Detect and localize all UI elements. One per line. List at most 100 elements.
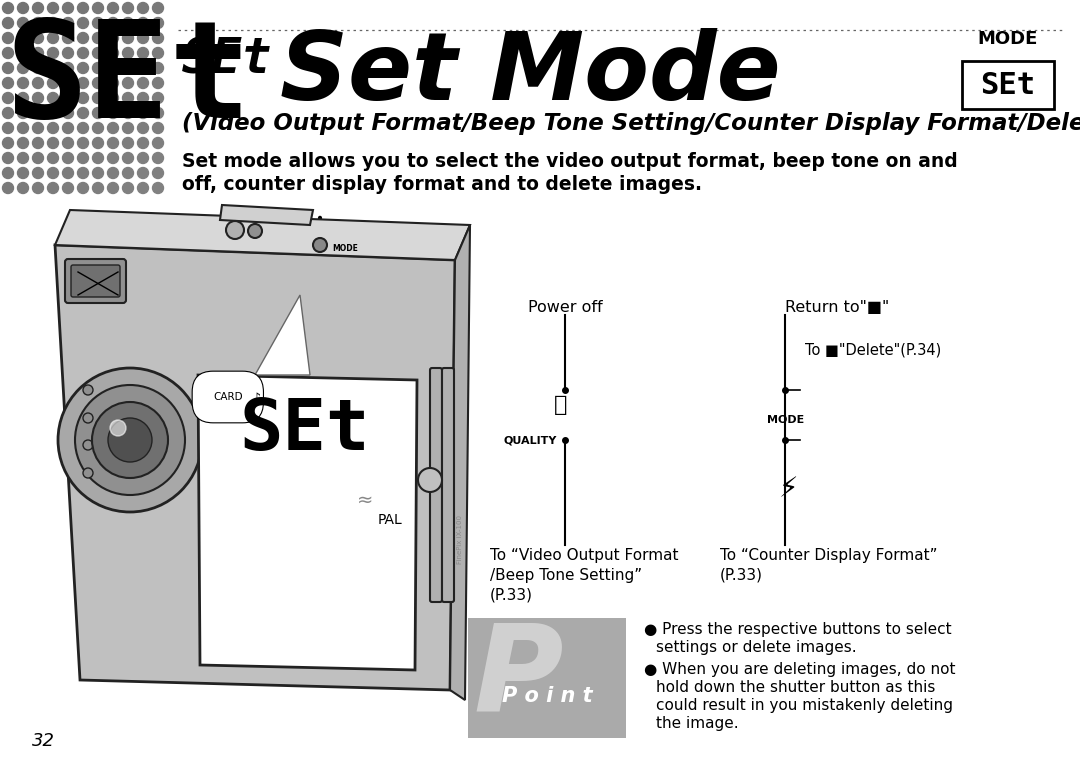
Circle shape — [137, 108, 149, 119]
Text: ⏻: ⏻ — [554, 395, 568, 415]
Text: the image.: the image. — [656, 716, 739, 731]
Text: SEt: SEt — [5, 15, 251, 146]
Circle shape — [152, 77, 163, 89]
Circle shape — [122, 108, 134, 119]
Circle shape — [110, 420, 126, 436]
Circle shape — [63, 152, 73, 164]
Circle shape — [63, 32, 73, 44]
Circle shape — [63, 122, 73, 134]
Circle shape — [137, 63, 149, 73]
Circle shape — [17, 32, 28, 44]
Circle shape — [78, 77, 89, 89]
Circle shape — [108, 77, 119, 89]
Circle shape — [418, 468, 442, 492]
Text: hold down the shutter button as this: hold down the shutter button as this — [656, 680, 935, 695]
Circle shape — [83, 468, 93, 478]
Polygon shape — [55, 245, 455, 690]
Circle shape — [93, 47, 104, 58]
Circle shape — [108, 63, 119, 73]
Text: settings or delete images.: settings or delete images. — [656, 640, 856, 655]
Text: QUALITY: QUALITY — [504, 435, 557, 445]
Text: PAL: PAL — [378, 513, 403, 527]
Circle shape — [93, 183, 104, 194]
Text: MODE: MODE — [332, 243, 357, 252]
Circle shape — [75, 385, 185, 495]
Circle shape — [93, 168, 104, 178]
Circle shape — [48, 77, 58, 89]
FancyBboxPatch shape — [65, 259, 126, 303]
Text: MODE: MODE — [977, 30, 1038, 48]
Circle shape — [63, 168, 73, 178]
Circle shape — [2, 32, 13, 44]
Text: 32: 32 — [32, 732, 55, 750]
Circle shape — [78, 108, 89, 119]
Circle shape — [48, 47, 58, 58]
Circle shape — [152, 47, 163, 58]
Circle shape — [78, 183, 89, 194]
Text: /Beep Tone Setting”: /Beep Tone Setting” — [490, 568, 643, 583]
Circle shape — [137, 183, 149, 194]
Circle shape — [93, 77, 104, 89]
Circle shape — [122, 63, 134, 73]
Circle shape — [152, 122, 163, 134]
Polygon shape — [220, 205, 313, 225]
Text: ● When you are deleting images, do not: ● When you are deleting images, do not — [644, 662, 956, 677]
Circle shape — [63, 47, 73, 58]
Circle shape — [122, 32, 134, 44]
Circle shape — [17, 18, 28, 28]
Circle shape — [152, 152, 163, 164]
Circle shape — [152, 138, 163, 148]
Circle shape — [32, 152, 43, 164]
Circle shape — [152, 168, 163, 178]
Circle shape — [93, 122, 104, 134]
Circle shape — [226, 221, 244, 239]
Circle shape — [137, 77, 149, 89]
Text: Return to"■": Return to"■" — [785, 300, 889, 315]
Circle shape — [17, 47, 28, 58]
Circle shape — [313, 238, 327, 252]
Circle shape — [93, 63, 104, 73]
Circle shape — [2, 93, 13, 103]
Circle shape — [137, 93, 149, 103]
Circle shape — [17, 183, 28, 194]
Circle shape — [93, 138, 104, 148]
Circle shape — [152, 2, 163, 14]
Circle shape — [2, 63, 13, 73]
Circle shape — [17, 93, 28, 103]
Circle shape — [32, 122, 43, 134]
Text: (P.33): (P.33) — [720, 568, 762, 583]
Circle shape — [32, 108, 43, 119]
Circle shape — [93, 108, 104, 119]
Circle shape — [152, 63, 163, 73]
Text: (Video Output Format/Beep Tone Setting/Counter Display Format/Delete): (Video Output Format/Beep Tone Setting/C… — [183, 112, 1080, 135]
Circle shape — [83, 385, 93, 395]
Text: SEt: SEt — [183, 35, 272, 83]
FancyBboxPatch shape — [962, 61, 1054, 109]
Circle shape — [58, 368, 202, 512]
Text: CARD: CARD — [213, 392, 243, 402]
Circle shape — [17, 63, 28, 73]
Circle shape — [2, 18, 13, 28]
Circle shape — [48, 152, 58, 164]
Circle shape — [122, 152, 134, 164]
Circle shape — [17, 152, 28, 164]
FancyBboxPatch shape — [430, 368, 442, 602]
Circle shape — [48, 2, 58, 14]
Circle shape — [83, 413, 93, 423]
Circle shape — [152, 108, 163, 119]
Circle shape — [108, 152, 119, 164]
Text: To ■"Delete"(P.34): To ■"Delete"(P.34) — [805, 343, 942, 357]
Circle shape — [248, 224, 262, 238]
Circle shape — [78, 152, 89, 164]
Circle shape — [78, 2, 89, 14]
Text: P o i n t: P o i n t — [502, 686, 592, 706]
Circle shape — [17, 77, 28, 89]
Circle shape — [48, 138, 58, 148]
Circle shape — [17, 138, 28, 148]
Circle shape — [78, 63, 89, 73]
Circle shape — [78, 93, 89, 103]
Text: SEt: SEt — [981, 70, 1036, 99]
FancyBboxPatch shape — [468, 618, 626, 738]
Circle shape — [137, 47, 149, 58]
Circle shape — [32, 77, 43, 89]
